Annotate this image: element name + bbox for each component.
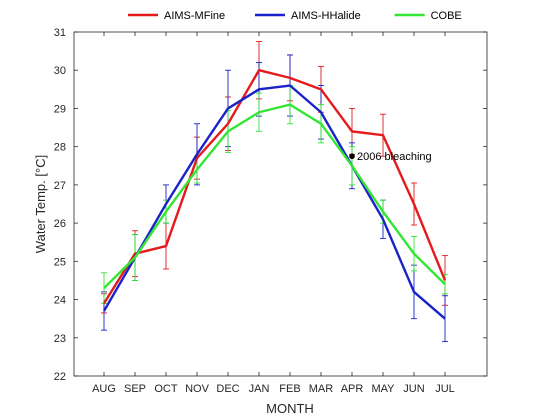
series-line: [102, 69, 447, 305]
x-tick-label: SEP: [124, 383, 146, 395]
y-axis-ticks: 22 23 24 25 26 27 28 29 30 31: [54, 27, 487, 383]
legend: AIMS-MFine AIMS-HHalide COBE: [128, 10, 462, 22]
legend-label: AIMS-MFine: [164, 10, 225, 22]
annotation-label: 2006 bleaching: [357, 151, 432, 163]
y-tick-label: 26: [54, 218, 66, 230]
x-tick-label: FEB: [279, 383, 300, 395]
legend-label: COBE: [431, 10, 462, 22]
series-lines: [102, 69, 447, 320]
y-tick-label: 25: [54, 256, 66, 268]
annotations: 2006 bleaching: [349, 151, 432, 163]
plot-frame: [73, 31, 488, 377]
x-axis-title: MONTH: [266, 401, 314, 416]
y-axis-title: Water Temp. [°C]: [33, 155, 48, 253]
x-tick-label: JAN: [249, 383, 270, 395]
x-tick-label: OCT: [154, 383, 178, 395]
x-axis-ticks: AUG SEP OCT NOV DEC JAN FEB MAR APR MAY JUN JUL: [92, 32, 455, 395]
x-tick-label: MAY: [371, 383, 395, 395]
series-line: [103, 103, 446, 289]
y-tick-label: 22: [54, 371, 66, 383]
y-tick-label: 28: [54, 142, 66, 154]
x-tick-label: JUL: [435, 383, 455, 395]
y-tick-label: 29: [54, 103, 66, 115]
x-tick-label: AUG: [92, 383, 116, 395]
y-tick-label: 31: [54, 27, 66, 39]
x-tick-label: NOV: [185, 383, 210, 395]
plot-area: [74, 32, 487, 376]
x-tick-label: DEC: [216, 383, 239, 395]
annotation-marker: [349, 153, 355, 160]
y-tick-label: 30: [54, 65, 66, 77]
x-tick-label: APR: [341, 383, 364, 395]
y-tick-label: 24: [54, 295, 66, 307]
x-tick-label: MAR: [309, 383, 334, 395]
legend-label: AIMS-HHalide: [291, 10, 361, 22]
series-line: [102, 84, 446, 320]
x-tick-label: JUN: [403, 383, 424, 395]
y-tick-label: 27: [54, 180, 66, 192]
y-tick-label: 23: [54, 333, 66, 345]
